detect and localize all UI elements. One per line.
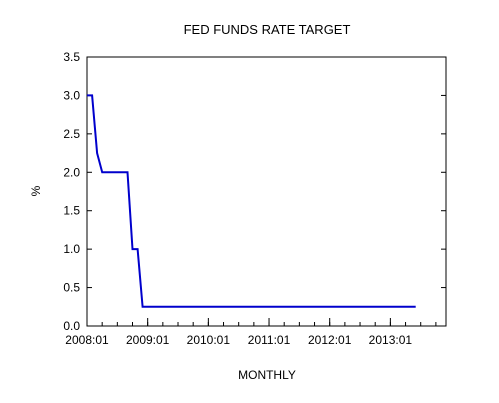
y-tick-label: 0.0 [63,319,80,333]
y-tick-label: 0.5 [63,281,80,295]
x-axis: 2008:01 2009:01 2010:01 2011:01 2012:01 2013:… [65,318,437,347]
x-tick-label: 2010:01 [187,333,231,347]
y-tick-label: 1.0 [63,242,80,256]
x-tick-label: 2008:01 [65,333,109,347]
x-tick-label: 2013:01 [369,333,413,347]
y-tick-label: 2.0 [63,165,80,179]
y-axis-label: % [29,185,43,196]
y-tick-label: 3.0 [63,88,80,102]
x-tick-label: 2011:01 [248,333,291,347]
x-tick-label: 2012:01 [308,333,352,347]
y-axis: 0.0 0.5 1.0 1.5 2.0 2.5 3.0 3.5 [63,50,446,333]
series-layer [87,94,416,308]
y-tick-label: 3.5 [63,50,80,64]
x-tick-label: 2009:01 [126,333,170,347]
plot-frame [86,56,447,327]
y-tick-label: 2.5 [63,127,80,141]
y-tick-label: 1.5 [63,204,80,218]
x-axis-label: MONTHLY [238,368,296,382]
chart-title: FED FUNDS RATE TARGET [184,22,351,37]
series-line [87,94,416,308]
